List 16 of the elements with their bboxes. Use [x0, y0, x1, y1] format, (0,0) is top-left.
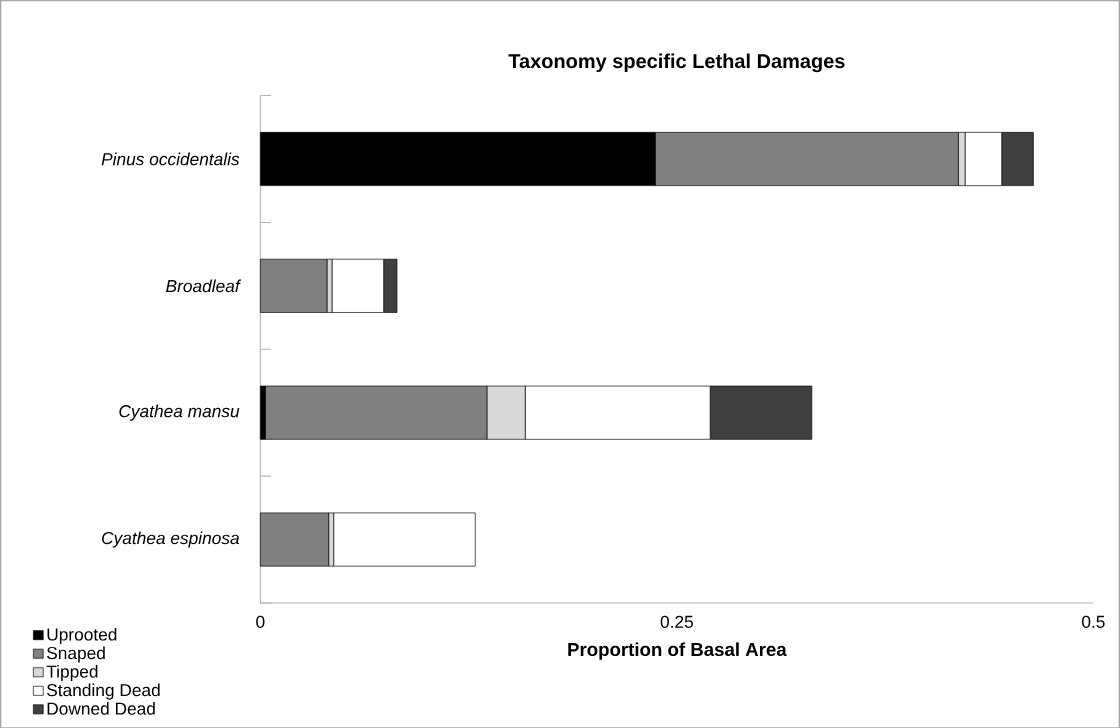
x-tick-label: 0	[256, 615, 265, 628]
x-tick-label: 0.25	[660, 615, 693, 628]
y-tick-label: Broadleaf	[166, 279, 242, 292]
legend-label: Tipped	[46, 664, 98, 681]
x-axis-title: Proportion of Basal Area	[568, 642, 787, 660]
y-tick-label: Pinus occidentalis	[101, 152, 240, 166]
legend-label: Uprooted	[47, 627, 117, 644]
legend-label: Snaped	[47, 646, 105, 663]
y-tick-label: Cyathea mansu	[119, 404, 240, 421]
legend-label: Standing Dead	[47, 683, 160, 700]
bar	[333, 512, 476, 567]
chart-title: Taxonomy specific Lethal Damages	[508, 53, 845, 72]
x-tick-label: 0.5	[1082, 615, 1105, 628]
legend-label: Downed Dead	[47, 701, 155, 715]
y-tick-label: Cyathea espinosa	[102, 531, 240, 548]
bar	[260, 512, 330, 567]
